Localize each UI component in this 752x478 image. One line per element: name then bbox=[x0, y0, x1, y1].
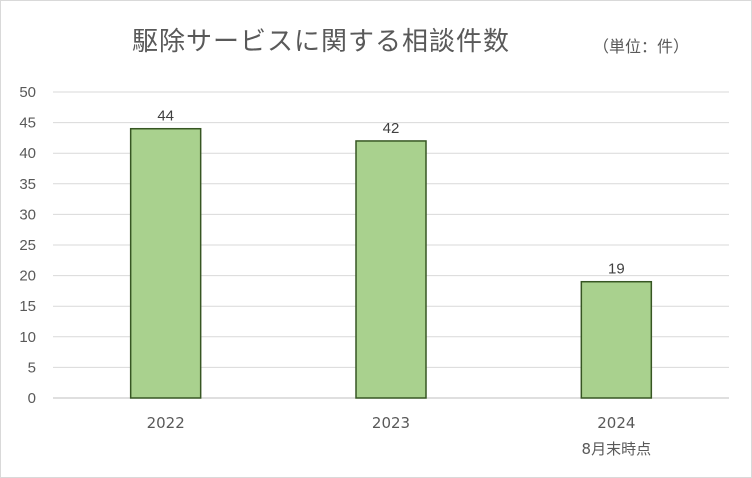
y-tick-label: 15 bbox=[19, 298, 36, 315]
chart-title: 駆除サービスに関する相談件数 bbox=[131, 27, 510, 57]
y-tick-label: 0 bbox=[28, 390, 36, 407]
y-tick-label: 5 bbox=[28, 359, 36, 376]
y-tick-label: 30 bbox=[19, 206, 36, 223]
y-tick-label: 35 bbox=[19, 176, 36, 193]
y-tick-label: 25 bbox=[19, 237, 36, 254]
y-tick-label: 45 bbox=[19, 115, 36, 132]
x-tick-label: 2022 bbox=[147, 414, 185, 432]
y-tick-label: 50 bbox=[19, 84, 36, 101]
data-label: 19 bbox=[608, 261, 625, 278]
bar bbox=[355, 140, 427, 399]
x-tick-label: 2023 bbox=[372, 414, 410, 432]
x-tick-sublabel: 8月末時点 bbox=[582, 440, 652, 458]
y-tick-label: 40 bbox=[19, 145, 36, 162]
x-tick-label: 2024 bbox=[597, 414, 635, 432]
unit-note: （単位：件） bbox=[593, 37, 690, 56]
data-label: 42 bbox=[383, 120, 400, 137]
bar bbox=[580, 280, 653, 399]
data-label: 44 bbox=[157, 108, 174, 125]
bar bbox=[129, 127, 202, 399]
y-tick-label: 10 bbox=[19, 329, 36, 346]
y-tick-label: 20 bbox=[19, 268, 36, 285]
